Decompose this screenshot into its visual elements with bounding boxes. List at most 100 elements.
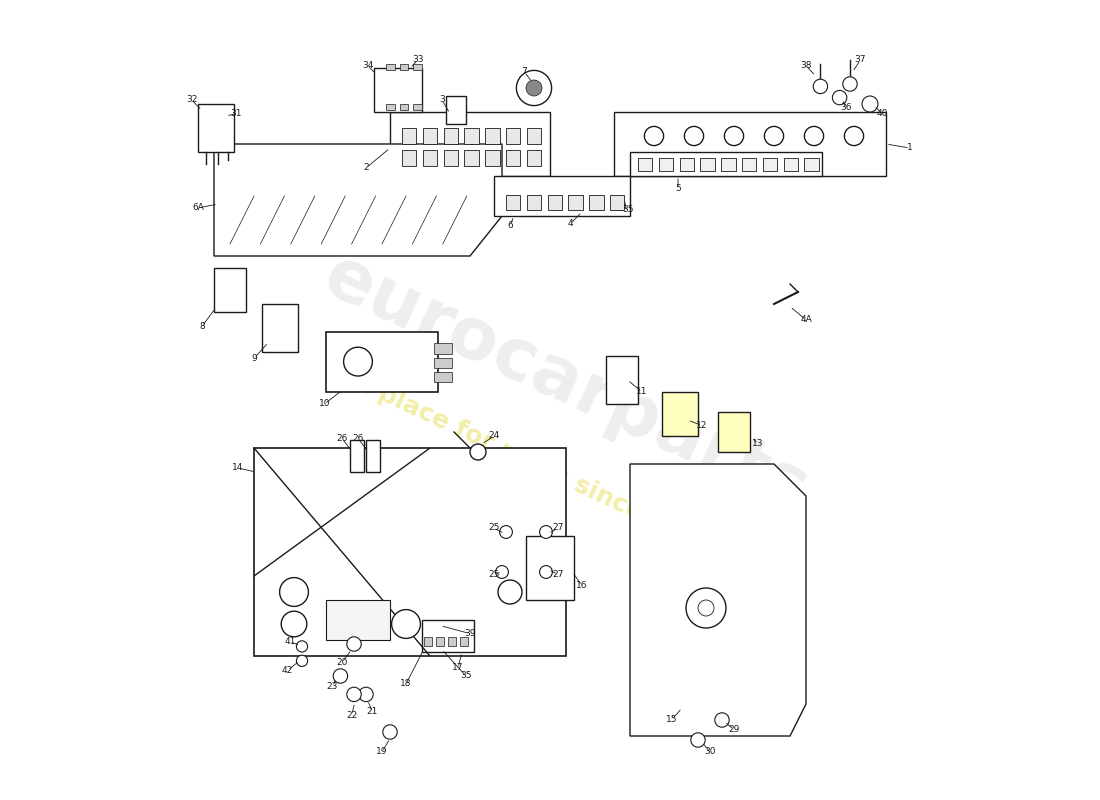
Bar [262, 304, 298, 352]
Text: 5: 5 [675, 184, 681, 194]
Bar [659, 158, 673, 171]
Circle shape [684, 126, 704, 146]
Circle shape [862, 96, 878, 112]
Text: 11: 11 [636, 387, 648, 397]
Circle shape [498, 580, 522, 604]
Bar [449, 637, 456, 646]
Bar [527, 150, 541, 166]
Polygon shape [614, 112, 886, 176]
Bar [446, 96, 466, 124]
Bar [434, 372, 452, 382]
Bar [680, 158, 694, 171]
Bar [422, 620, 474, 652]
Circle shape [686, 588, 726, 628]
Bar [718, 412, 750, 452]
Bar [443, 150, 458, 166]
Circle shape [343, 347, 373, 376]
Bar [350, 440, 364, 472]
Text: 19: 19 [376, 747, 387, 757]
Text: 41: 41 [284, 637, 296, 646]
Circle shape [540, 566, 552, 578]
Circle shape [496, 566, 508, 578]
Bar [402, 128, 417, 144]
Bar [366, 440, 381, 472]
Text: eurocarparts: eurocarparts [312, 242, 820, 526]
Text: 26: 26 [337, 434, 348, 443]
Bar [443, 128, 458, 144]
Text: 24: 24 [488, 431, 499, 441]
Bar [662, 392, 698, 436]
Text: 3: 3 [439, 95, 444, 105]
Circle shape [282, 611, 307, 637]
Bar [548, 195, 562, 210]
Text: 15: 15 [666, 715, 678, 725]
Circle shape [346, 687, 361, 702]
Bar [386, 64, 395, 70]
Polygon shape [494, 176, 630, 216]
Bar [399, 104, 408, 110]
Bar [485, 128, 499, 144]
Circle shape [540, 526, 552, 538]
Circle shape [845, 126, 864, 146]
Text: 35: 35 [623, 205, 634, 214]
Circle shape [813, 79, 827, 94]
Text: 20: 20 [337, 658, 348, 667]
Circle shape [296, 655, 308, 666]
Circle shape [516, 70, 551, 106]
Text: 16: 16 [576, 581, 587, 590]
Bar [414, 104, 422, 110]
Text: 10: 10 [319, 399, 330, 409]
Polygon shape [630, 152, 822, 176]
Bar [506, 150, 520, 166]
Text: 40: 40 [877, 109, 888, 118]
Text: 9: 9 [251, 354, 257, 363]
Circle shape [614, 199, 625, 210]
Text: 30: 30 [704, 747, 716, 757]
Bar [569, 195, 583, 210]
Bar [399, 64, 408, 70]
Bar [386, 104, 395, 110]
Polygon shape [630, 464, 806, 736]
Text: 4: 4 [568, 219, 573, 229]
Circle shape [383, 725, 397, 739]
Bar [526, 536, 574, 600]
Circle shape [499, 526, 513, 538]
Bar [742, 158, 757, 171]
Text: 27: 27 [552, 523, 563, 533]
Text: 32: 32 [186, 95, 197, 105]
Text: 25: 25 [488, 570, 499, 579]
Polygon shape [254, 448, 566, 656]
Text: 4A: 4A [800, 315, 812, 325]
Text: 21: 21 [366, 707, 378, 717]
Bar [326, 332, 438, 392]
Circle shape [392, 610, 420, 638]
Circle shape [526, 80, 542, 96]
Bar [506, 195, 520, 210]
Bar [437, 637, 444, 646]
Text: 38: 38 [801, 61, 812, 70]
Bar [506, 128, 520, 144]
Circle shape [804, 126, 824, 146]
Bar [422, 150, 437, 166]
Text: 1: 1 [908, 143, 913, 153]
Circle shape [843, 77, 857, 91]
Circle shape [691, 733, 705, 747]
Circle shape [725, 126, 744, 146]
Circle shape [833, 90, 847, 105]
Text: 23: 23 [327, 682, 338, 691]
Text: 7: 7 [521, 67, 527, 77]
Text: a place for parts since 1985: a place for parts since 1985 [351, 370, 717, 558]
Text: 13: 13 [752, 439, 763, 449]
Bar [464, 150, 478, 166]
Text: 25: 25 [488, 523, 499, 533]
Polygon shape [390, 112, 550, 176]
Bar [638, 158, 652, 171]
Bar [606, 356, 638, 404]
Circle shape [296, 641, 308, 652]
Text: 6A: 6A [192, 203, 204, 213]
Text: 33: 33 [412, 55, 424, 65]
Circle shape [715, 713, 729, 727]
Bar [422, 128, 437, 144]
Bar [590, 195, 604, 210]
Text: 26: 26 [352, 434, 364, 443]
